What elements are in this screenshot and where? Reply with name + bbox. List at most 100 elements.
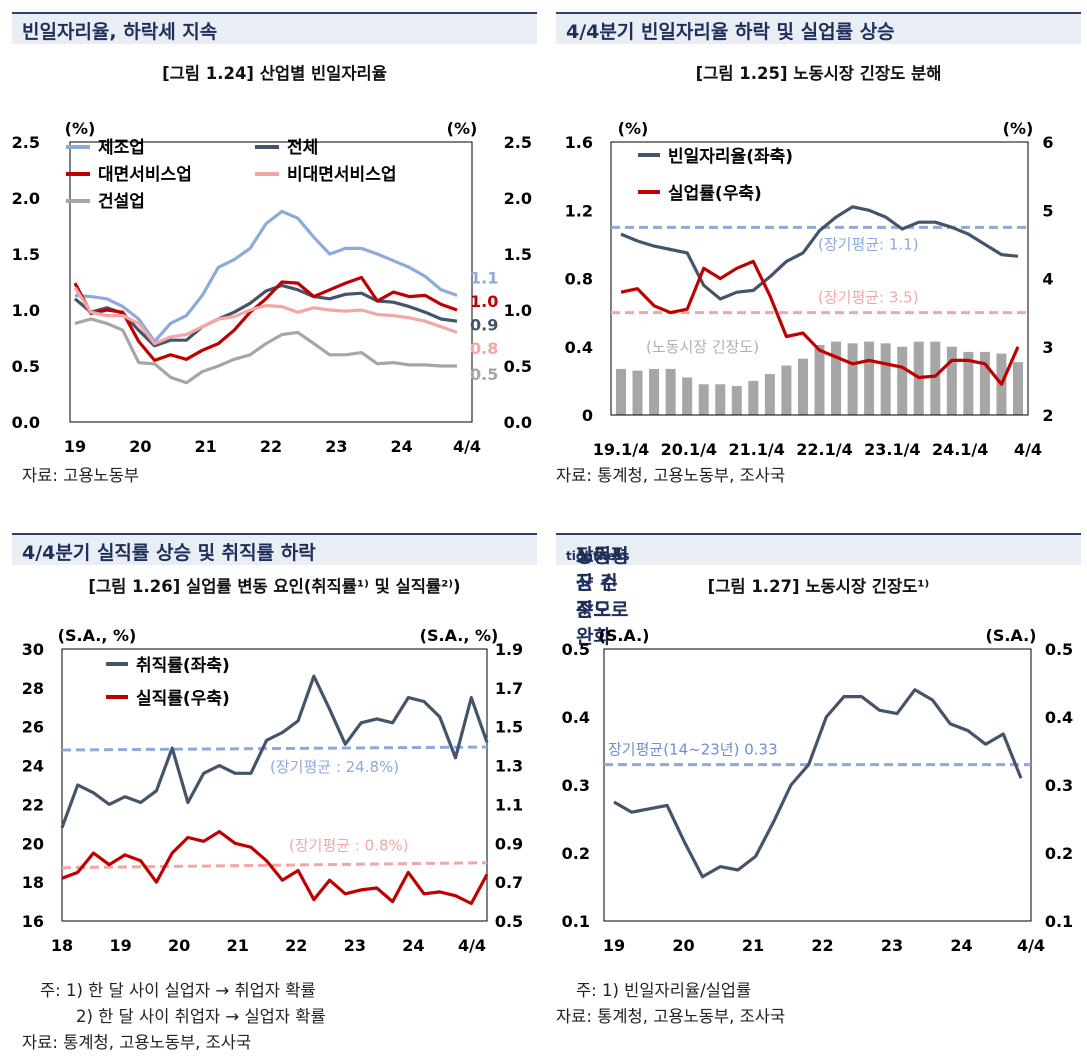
x-tick-label: 19	[109, 936, 131, 955]
unit-left: (%)	[618, 119, 649, 138]
y-tick-label-left: 0.2	[562, 844, 590, 863]
x-tick-label: 21.1/4	[728, 440, 784, 459]
x-tick-label: 20	[129, 437, 151, 456]
tightness-bar	[781, 365, 792, 415]
panel-header: 빈일자리율, 하락세 지속	[12, 12, 537, 44]
y-tick-label-right: 0.9	[495, 834, 523, 853]
plot-frame	[610, 141, 1029, 416]
series-line	[73, 283, 458, 348]
plot-frame	[69, 141, 473, 423]
chart-subtitle: [그림 1.26] 실업률 변동 요인(취직률¹⁾ 및 실직률²⁾)	[88, 577, 461, 596]
end-value-label: 0.8	[470, 339, 498, 358]
series-line	[74, 209, 458, 343]
y-tick-label-right: 1.0	[504, 301, 532, 320]
y-tick-label-right: 0.2	[1045, 844, 1073, 863]
tightness-line	[613, 688, 1023, 879]
y-tick-label-left: 26	[22, 718, 44, 737]
reference-annotation: (장기평균 : 24.8%)	[270, 758, 399, 776]
y-tick-label-left: 30	[22, 640, 44, 659]
x-tick-label: 23	[344, 936, 366, 955]
chart-labor-tightness: 0.1 0.1 0.2 0.2 0.3 0.3 0.4 0.4 0.5 0.5 (S.A.) (S.A…	[562, 626, 1074, 955]
y-tick-label-right: 0.7	[495, 873, 523, 892]
chart-subtitle: [그림 1.25] 노동시장 긴장도 분해	[695, 64, 942, 83]
tightness-bar	[897, 346, 908, 415]
plot-frame	[61, 648, 488, 922]
x-tick-label: 24	[402, 936, 424, 955]
tightness-bar	[682, 377, 693, 415]
y-tick-label-left: 2.0	[12, 189, 40, 208]
chart-subtitle: [그림 1.24] 산업별 빈일자리율	[162, 64, 387, 83]
y-tick-label-right: 2.0	[504, 189, 532, 208]
tightness-bar	[649, 368, 660, 415]
x-tick-label: 18	[51, 936, 73, 955]
tightness-bar	[963, 351, 974, 415]
tightness-bar	[1013, 362, 1023, 415]
y-tick-label-right: 0.0	[504, 413, 532, 432]
tightness-bar	[880, 343, 891, 415]
end-value-label: 1.1	[470, 269, 498, 288]
source-note: 자료: 통계청, 고용노동부, 조사국	[22, 1033, 252, 1052]
tightness-bar	[930, 341, 941, 415]
x-tick-label: 21	[227, 936, 249, 955]
tightness-bar	[632, 370, 643, 415]
footnote-2: 2) 한 달 사이 취업자 → 실업자 확률	[76, 1007, 326, 1026]
panel-header: 4/4분기 빈일자리율 하락 및 실업률 상승	[556, 12, 1081, 44]
reference-annotation: (장기평균: 3.5)	[818, 289, 919, 307]
legend-label: 실업률(우축)	[668, 184, 762, 204]
y-tick-label-left: 0.1	[562, 912, 590, 931]
chart-tightness-decomposition: 0 0.4 0.8 1.2 1.6 2 3 4 5 6 (%) (%) 19.1/4 20.1/4 21.1…	[565, 119, 1054, 459]
y-tick-label-right: 1.1	[495, 795, 523, 814]
y-tick-label-left: 1.2	[565, 201, 593, 220]
y-tick-label-right: 1.7	[495, 679, 523, 698]
y-tick-label-right: 0.5	[495, 912, 523, 931]
tightness-bar	[797, 358, 808, 415]
panel-header: 노동시장 긴장도 tightness 장기평균 수준으로 완화	[556, 533, 1081, 648]
legend-label: 빈일자리율(좌축)	[668, 147, 793, 167]
unit-right: (S.A., %)	[420, 626, 499, 645]
x-tick-label: 24.1/4	[932, 440, 988, 459]
tightness-bar	[715, 384, 726, 415]
unit-right: (%)	[1003, 119, 1034, 138]
y-tick-label-right: 0.4	[1045, 708, 1073, 727]
x-tick-label: 24	[391, 437, 413, 456]
y-tick-label-left: 1.5	[12, 245, 40, 264]
tightness-bar	[814, 345, 825, 415]
unit-right: (S.A.)	[986, 626, 1037, 645]
reference-line-right	[61, 861, 488, 870]
y-tick-label-left: 24	[22, 757, 44, 776]
y-tick-label-right: 1.5	[495, 718, 523, 737]
y-tick-label-left: 0.4	[565, 338, 593, 357]
series-line	[74, 317, 457, 385]
end-value-label: 1.0	[470, 292, 498, 311]
unit-left: (S.A., %)	[58, 626, 137, 645]
panel-header-text: 노동시장 긴장도 tightness 장기평균 수준으로 완화	[566, 538, 630, 648]
tightness-bar	[731, 385, 742, 415]
reference-annotation: 장기평균(14~23년) 0.33	[608, 741, 778, 759]
x-tick-label: 21	[195, 437, 217, 456]
y-tick-label-right: 1.3	[495, 757, 523, 776]
legend-label: 실직률(우축)	[136, 689, 230, 709]
job-finding-line	[60, 674, 489, 829]
y-tick-label-left: 18	[22, 873, 44, 892]
x-tick-label: 22	[811, 936, 833, 955]
y-tick-label-right: 5	[1042, 201, 1053, 220]
legend-label: 전체	[287, 138, 318, 158]
source-note: 자료: 통계청, 고용노동부, 조사국	[556, 1007, 786, 1026]
reference-line-left	[61, 745, 488, 752]
y-tick-label-left: 0	[582, 406, 593, 425]
x-tick-label: 22	[260, 437, 282, 456]
y-tick-label-left: 0.8	[565, 270, 593, 289]
tightness-bar	[946, 346, 957, 415]
tightness-bar	[748, 380, 759, 415]
unit-right: (%)	[447, 119, 478, 138]
y-tick-label-left: 16	[22, 912, 44, 931]
reference-annotation: (장기평균 : 0.8%)	[289, 837, 409, 855]
y-tick-label-left: 0.3	[562, 776, 590, 795]
tightness-bar	[864, 341, 875, 415]
x-tick-label: 4/4	[1017, 936, 1045, 955]
tightness-bar	[847, 343, 858, 415]
y-tick-label-left: 28	[22, 679, 44, 698]
reference-annotation: (장기평균: 1.1)	[818, 235, 919, 253]
vacancy-rate-line	[620, 205, 1019, 301]
legend-label: 건설업	[98, 192, 145, 212]
